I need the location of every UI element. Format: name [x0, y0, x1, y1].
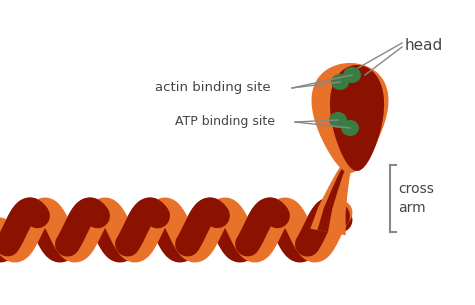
- Ellipse shape: [341, 120, 359, 136]
- Polygon shape: [312, 63, 389, 173]
- Ellipse shape: [331, 74, 349, 90]
- Polygon shape: [310, 163, 352, 235]
- Text: ATP binding site: ATP binding site: [175, 116, 275, 128]
- Ellipse shape: [343, 67, 361, 83]
- Polygon shape: [330, 65, 384, 171]
- Polygon shape: [317, 164, 347, 232]
- Text: actin binding site: actin binding site: [155, 81, 271, 95]
- Ellipse shape: [329, 112, 347, 128]
- Text: cross
arm: cross arm: [398, 182, 434, 215]
- Text: head: head: [405, 38, 443, 52]
